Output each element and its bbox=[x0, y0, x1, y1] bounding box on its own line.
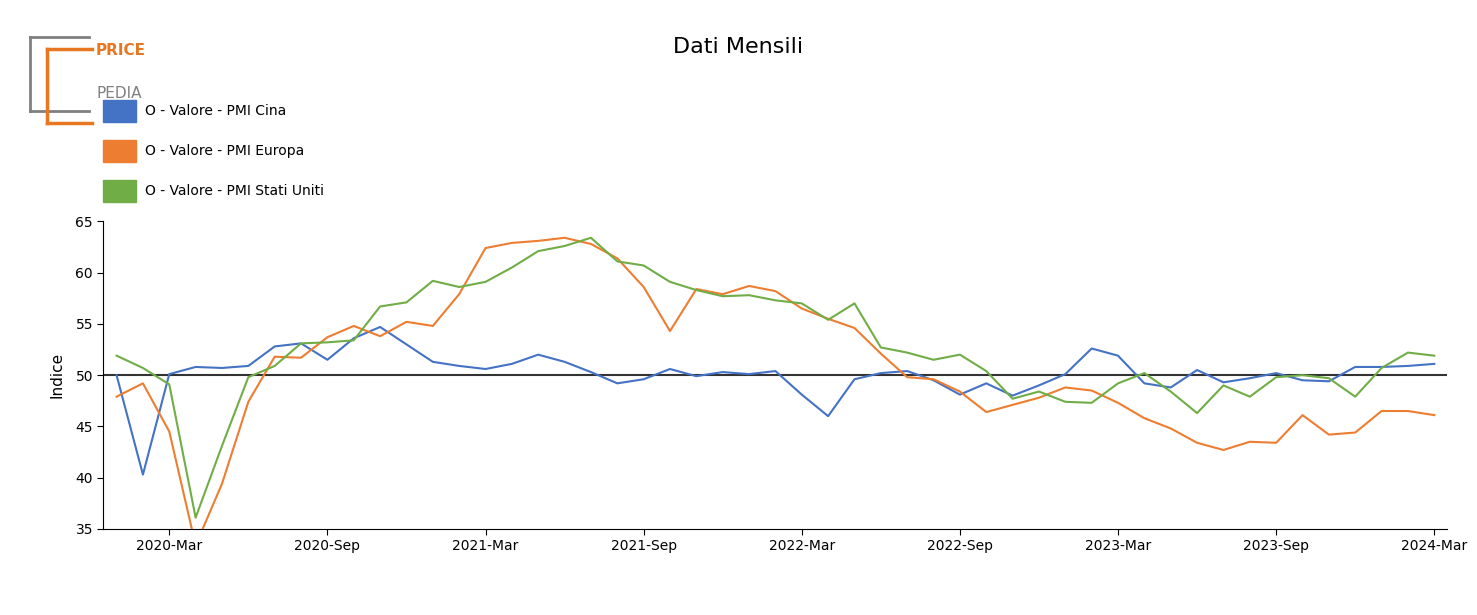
Text: O - Valore - PMI Stati Uniti: O - Valore - PMI Stati Uniti bbox=[145, 184, 323, 197]
Text: PRICE: PRICE bbox=[96, 43, 146, 58]
Text: O - Valore - PMI Europa: O - Valore - PMI Europa bbox=[145, 144, 304, 157]
Text: PEDIA: PEDIA bbox=[96, 86, 142, 101]
Text: Dati Mensili: Dati Mensili bbox=[674, 37, 803, 57]
Text: O - Valore - PMI Cina: O - Valore - PMI Cina bbox=[145, 104, 287, 117]
Y-axis label: Indice: Indice bbox=[49, 352, 64, 399]
